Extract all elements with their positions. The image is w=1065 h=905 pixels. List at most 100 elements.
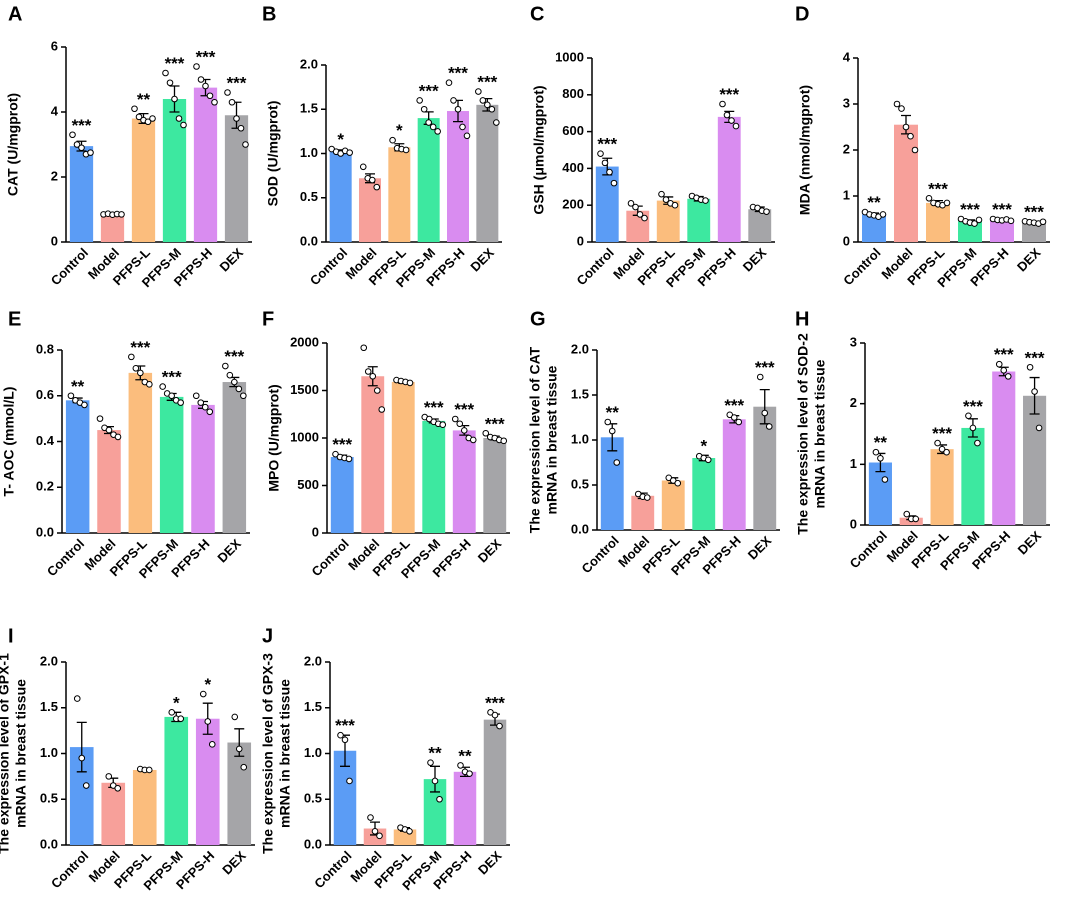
y-tick-label: 2.0 [40,653,58,668]
data-point [456,420,464,428]
data-point [662,196,670,203]
y-tick-label: 2 [850,395,857,410]
x-tick-label: Control [311,848,354,891]
data-point [78,144,85,152]
y-tick-label: 1.0 [571,431,589,446]
data-point [204,718,212,725]
data-point [332,450,339,458]
data-point [469,436,477,444]
data-point [898,105,905,112]
significance: *** [755,358,775,377]
significance: *** [485,693,505,712]
bar [595,166,619,242]
data-point [159,383,166,390]
data-point [457,762,464,769]
bar [656,200,680,242]
data-point [902,123,910,131]
data-point [105,426,113,434]
significance: *** [932,424,952,443]
bar [1023,395,1047,525]
data-point [73,695,81,702]
data-point [240,763,248,771]
bar [926,202,950,242]
data-point [135,113,143,121]
data-point [166,79,174,87]
y-tick-label: 1.5 [300,101,318,116]
data-point [903,510,911,518]
data-point [346,149,353,156]
x-tick-label: Control [309,536,352,579]
data-point [201,403,209,411]
data-point [728,117,735,124]
significance: *** [224,347,244,366]
bar [195,718,220,845]
x-tick-label: Control [579,533,622,576]
data-point [197,399,205,406]
data-point [943,199,951,207]
data-point [389,136,396,144]
significance: ** [71,377,85,396]
y-tick-label: 0 [51,233,58,248]
y-axis-label: SOD (U/mgprot) [265,101,281,207]
data-point [439,421,447,429]
data-point [228,98,236,106]
y-axis-label: mRNA in breast tissue [13,679,29,828]
x-tick-label: Control [574,245,617,288]
data-point [434,128,441,135]
y-axis-label: The expression level of GPX-1 [0,653,12,854]
data-point [128,353,135,361]
bar [992,371,1016,525]
data-point [177,399,184,406]
y-tick-label: 1.0 [304,745,322,760]
panel-letter: G [530,308,546,330]
data-point [479,97,487,104]
bar [1022,222,1046,242]
significance: ** [606,403,620,422]
data-point [73,141,81,148]
significance: *** [419,81,439,100]
bar [483,719,507,845]
significance: *** [719,85,739,104]
panel-letter: B [262,3,276,25]
significance: *** [1024,202,1044,221]
data-point [144,118,152,126]
data-point [730,414,738,421]
significance: *** [928,179,948,198]
data-point [925,195,933,202]
bar [191,404,215,533]
data-point [206,92,214,100]
data-point [500,437,508,445]
data-point [87,149,94,156]
data-point [643,494,651,501]
bar [97,430,121,533]
data-point [431,777,439,785]
y-tick-label: 0.8 [36,341,54,356]
data-point [193,63,200,70]
y-tick-label: 1 [843,187,850,202]
error-bar [1029,376,1040,415]
significance: * [173,693,180,712]
data-point [406,379,414,387]
data-point [208,741,216,748]
y-tick-label: 1000 [555,49,584,64]
data-point [371,827,379,835]
data-point [613,459,621,466]
x-tick-label: Control [307,245,350,288]
y-axis-label: The expression level of CAT [527,346,543,533]
data-point [231,713,239,721]
bar [961,427,985,525]
significance: *** [227,74,247,93]
significance: *** [992,200,1012,219]
bar [692,458,716,530]
data-point [114,433,122,441]
y-tick-label: 1500 [290,382,319,397]
data-point [67,392,75,400]
data-point [608,427,616,435]
data-point [378,406,386,413]
data-point [82,782,90,789]
y-axis-label: mRNA in breast tissue [544,365,560,514]
bar [417,118,440,242]
x-tick-label: Control [48,245,91,288]
bar [722,419,746,530]
significance: *** [994,345,1014,364]
